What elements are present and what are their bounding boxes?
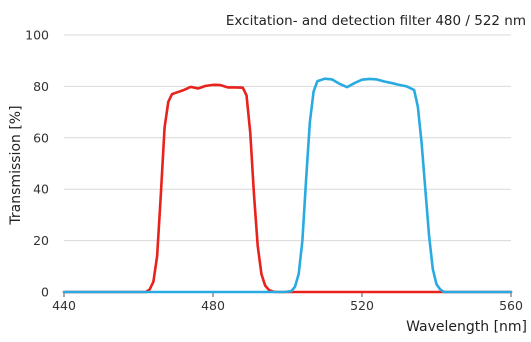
y-tick-label: 40: [33, 182, 49, 197]
y-tick-label: 60: [33, 130, 49, 145]
x-tick-label: 480: [201, 298, 225, 313]
tick-labels: 0 20 40 60 80 100 440 480 520 560: [25, 28, 523, 314]
y-tick-label: 0: [41, 285, 49, 300]
grid-lines: [63, 34, 512, 297]
chart-title: Excitation- and detection filter 480 / 5…: [226, 13, 526, 29]
series-group: [62, 77, 513, 294]
y-tick-label: 80: [33, 79, 49, 94]
excitation-filter-line: [62, 83, 513, 294]
y-tick-label: 100: [25, 28, 49, 43]
detection-filter-line: [62, 77, 513, 294]
y-axis-label: Transmission [%]: [8, 105, 24, 225]
y-tick-label: 20: [33, 233, 49, 248]
x-tick-label: 520: [350, 298, 374, 313]
x-axis-label: Wavelength [nm]: [406, 319, 527, 335]
x-tick-label: 440: [52, 298, 76, 313]
x-tick-label: 560: [499, 298, 523, 313]
